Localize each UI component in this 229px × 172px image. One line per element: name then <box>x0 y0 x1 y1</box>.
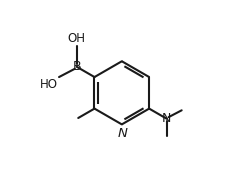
Text: OH: OH <box>68 33 85 45</box>
Text: N: N <box>161 112 171 125</box>
Text: HO: HO <box>40 78 58 91</box>
Text: N: N <box>117 127 127 140</box>
Text: B: B <box>72 60 81 73</box>
